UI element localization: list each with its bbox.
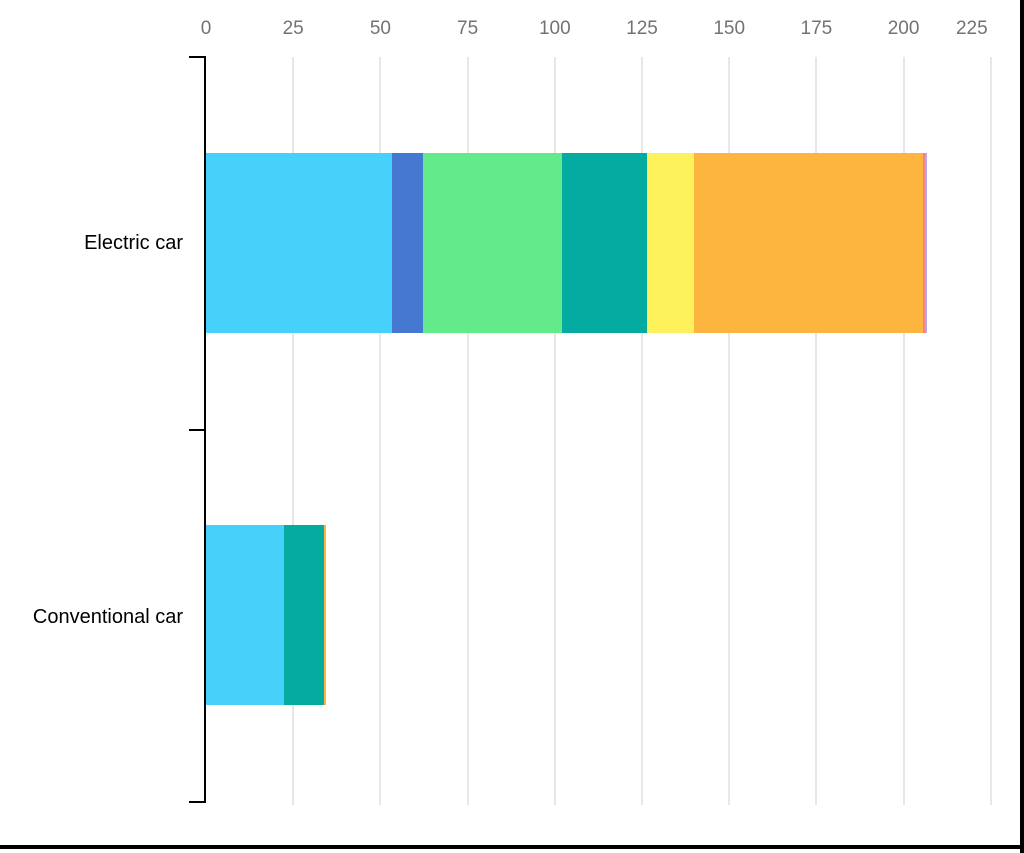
x-gridline-100 — [553, 57, 556, 805]
bar-segment-blue-electric-car[interactable] — [391, 153, 423, 333]
bar-segment-orange-conventional-car[interactable] — [323, 525, 326, 705]
x-tick-label-200: 200 — [887, 18, 920, 39]
bar-segment-pink-electric-car[interactable] — [923, 153, 926, 333]
bar-segment-green-electric-car[interactable] — [422, 153, 562, 333]
bar-segment-purple-electric-car[interactable] — [925, 153, 928, 333]
bar-electric-car — [206, 153, 928, 333]
bottom-border — [0, 845, 1024, 849]
x-tick-label-0: 0 — [200, 18, 212, 39]
x-gridline-125 — [641, 57, 643, 805]
bar-segment-orange-electric-car[interactable] — [693, 153, 924, 333]
category-label-electric-car: Electric car — [84, 232, 183, 254]
x-tick-label-100: 100 — [538, 18, 571, 39]
bar-conventional-car — [206, 525, 326, 705]
bar-segment-teal-electric-car[interactable] — [561, 153, 648, 333]
category-label-conventional-car: Conventional car — [32, 606, 183, 628]
x-tick-label-225: 225 — [955, 18, 988, 39]
x-gridline-50 — [379, 57, 382, 805]
bar-segment-cyan-conventional-car[interactable] — [206, 525, 284, 705]
y-axis-tick-1 — [189, 428, 206, 431]
x-gridline-175 — [815, 57, 818, 805]
x-tick-label-175: 175 — [800, 18, 833, 39]
x-tick-label-125: 125 — [626, 18, 658, 39]
x-tick-label-150: 150 — [713, 18, 746, 39]
bar-segment-teal-conventional-car[interactable] — [283, 525, 324, 705]
bar-segment-yellow-electric-car[interactable] — [647, 153, 694, 333]
bar-segment-cyan-electric-car[interactable] — [206, 153, 392, 333]
y-axis-tick-2 — [189, 801, 206, 803]
x-gridline-75 — [466, 57, 469, 805]
right-border — [1020, 0, 1024, 853]
x-gridline-225 — [989, 57, 992, 805]
x-tick-label-50: 50 — [369, 18, 391, 39]
x-gridline-150 — [728, 57, 731, 805]
x-gridline-200 — [902, 57, 905, 805]
y-axis-tick-0 — [189, 56, 206, 58]
x-tick-label-25: 25 — [282, 18, 304, 39]
x-gridline-25 — [292, 57, 295, 805]
x-tick-label-75: 75 — [457, 18, 479, 39]
